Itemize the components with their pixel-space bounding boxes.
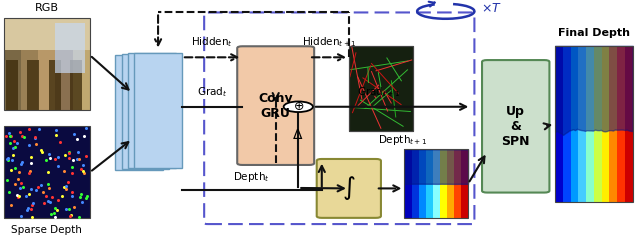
Text: Depth$_{t+1}$: Depth$_{t+1}$ xyxy=(378,133,428,147)
Text: Conv
GRU: Conv GRU xyxy=(259,92,293,120)
Text: Hidden$_{t+1}$: Hidden$_{t+1}$ xyxy=(302,35,356,49)
Bar xyxy=(594,46,602,202)
Text: Grad$_{t+1}$: Grad$_{t+1}$ xyxy=(358,85,401,99)
Bar xyxy=(6,60,18,110)
Bar xyxy=(433,149,440,218)
Bar xyxy=(419,149,426,218)
Bar xyxy=(4,126,90,218)
Circle shape xyxy=(284,101,313,112)
Bar xyxy=(404,149,412,218)
Bar xyxy=(28,60,39,110)
Text: Grad$_t$: Grad$_t$ xyxy=(197,85,227,99)
Bar xyxy=(72,18,90,110)
Bar xyxy=(128,53,175,169)
Bar xyxy=(602,46,609,202)
FancyBboxPatch shape xyxy=(317,159,381,218)
Text: $\times T$: $\times T$ xyxy=(481,2,502,15)
Text: ∫: ∫ xyxy=(342,177,355,200)
Bar xyxy=(49,60,61,110)
Bar xyxy=(115,55,163,170)
Bar xyxy=(349,46,413,131)
FancyBboxPatch shape xyxy=(237,46,314,165)
Bar xyxy=(555,46,563,202)
Bar xyxy=(21,18,38,110)
Bar xyxy=(4,18,21,110)
Bar xyxy=(56,23,85,73)
Bar xyxy=(555,46,633,202)
Bar xyxy=(571,46,579,202)
Bar xyxy=(122,54,169,169)
Text: Sparse Depth: Sparse Depth xyxy=(12,225,82,235)
FancyBboxPatch shape xyxy=(482,60,549,193)
Text: Hidden$_t$: Hidden$_t$ xyxy=(191,35,233,49)
Bar xyxy=(617,46,625,202)
Text: Up
&
SPN: Up & SPN xyxy=(502,105,530,148)
Text: Final Depth: Final Depth xyxy=(558,28,630,38)
Text: RGB: RGB xyxy=(35,3,59,13)
Bar xyxy=(4,18,90,51)
Bar xyxy=(404,149,468,218)
Bar xyxy=(454,149,461,218)
Text: $\Delta$: $\Delta$ xyxy=(292,128,303,142)
Bar xyxy=(134,53,182,168)
Bar xyxy=(349,46,413,131)
Text: Depth$_t$: Depth$_t$ xyxy=(234,170,270,184)
Bar xyxy=(426,149,433,218)
Bar xyxy=(625,46,633,202)
Bar xyxy=(440,149,447,218)
Bar xyxy=(447,149,454,218)
Bar xyxy=(4,18,90,110)
Text: $\oplus$: $\oplus$ xyxy=(292,100,304,113)
Bar xyxy=(586,46,594,202)
Bar xyxy=(579,46,586,202)
Bar xyxy=(609,46,617,202)
Bar xyxy=(70,60,82,110)
Bar xyxy=(38,18,56,110)
Bar xyxy=(56,18,72,110)
Bar xyxy=(412,149,419,218)
Bar xyxy=(461,149,468,218)
Bar xyxy=(563,46,571,202)
